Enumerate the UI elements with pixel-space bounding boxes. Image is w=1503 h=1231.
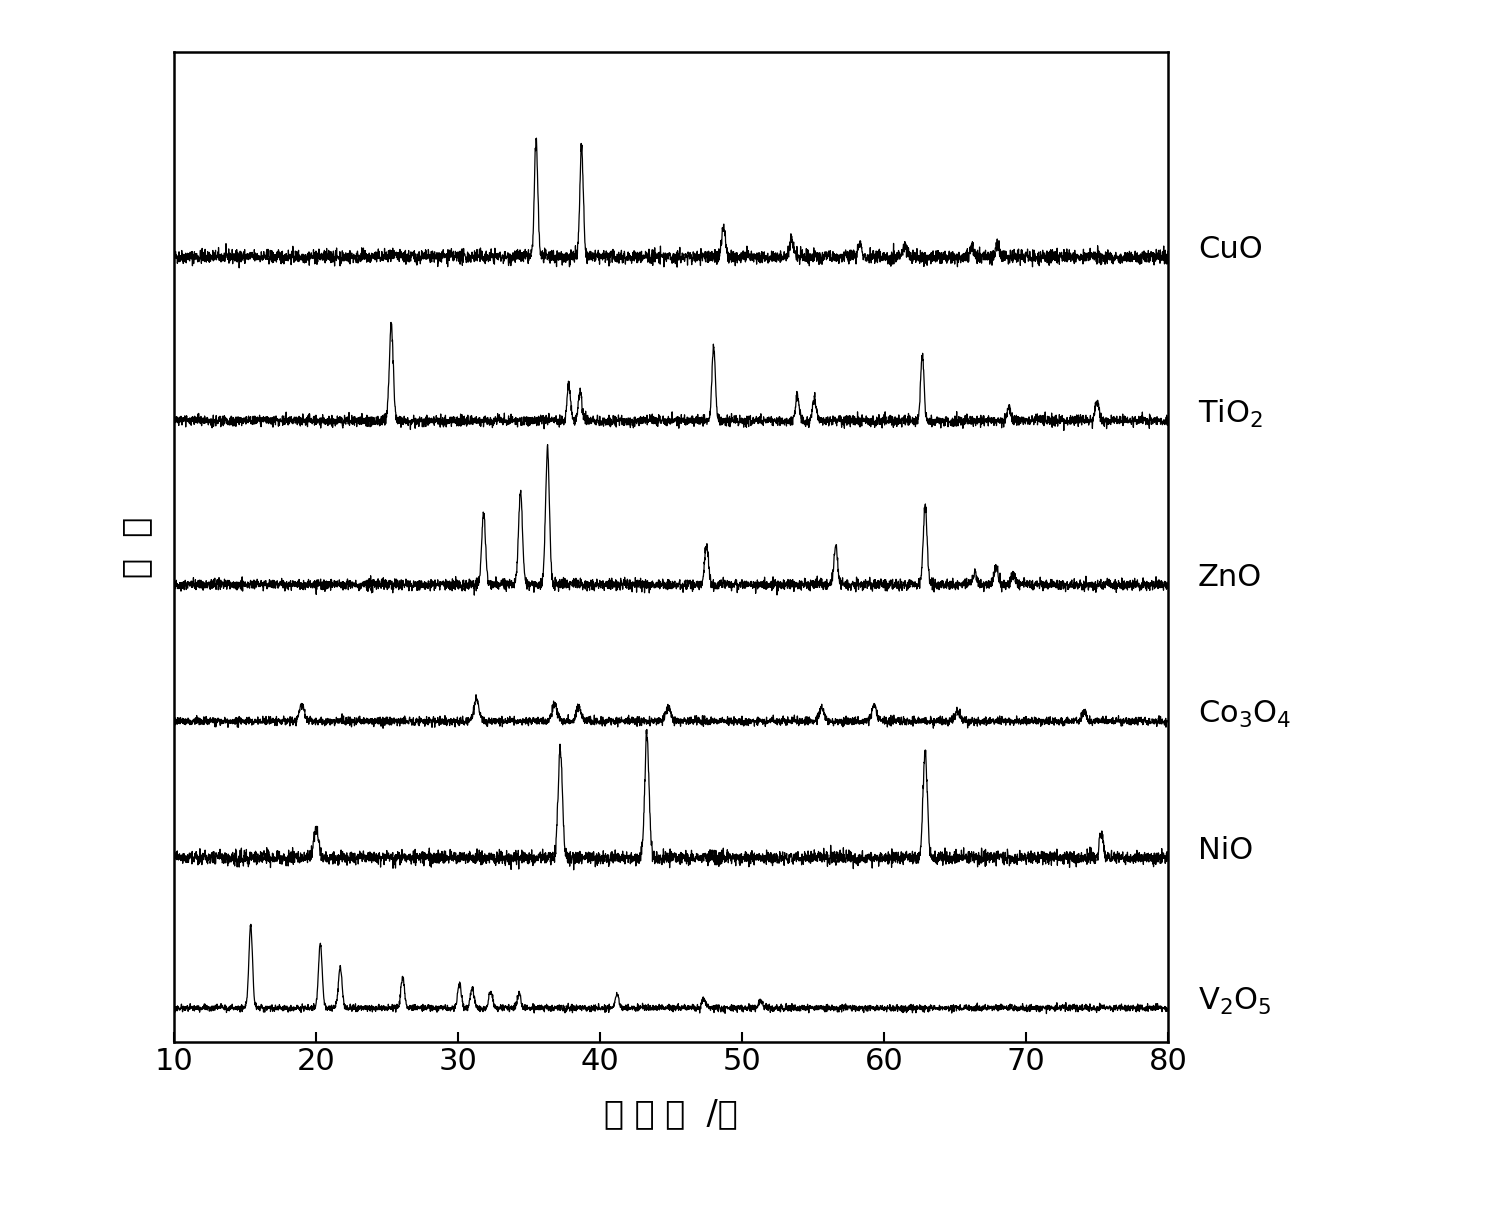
Text: ZnO: ZnO	[1198, 564, 1263, 592]
Text: V$_2$O$_5$: V$_2$O$_5$	[1198, 986, 1272, 1017]
Text: CuO: CuO	[1198, 235, 1263, 265]
Text: NiO: NiO	[1198, 836, 1254, 865]
Text: Co$_3$O$_4$: Co$_3$O$_4$	[1198, 699, 1291, 730]
X-axis label: 衍 射 角  /度: 衍 射 角 /度	[604, 1097, 738, 1130]
Text: TiO$_2$: TiO$_2$	[1198, 398, 1263, 430]
Y-axis label: 强  度: 强 度	[120, 517, 153, 577]
